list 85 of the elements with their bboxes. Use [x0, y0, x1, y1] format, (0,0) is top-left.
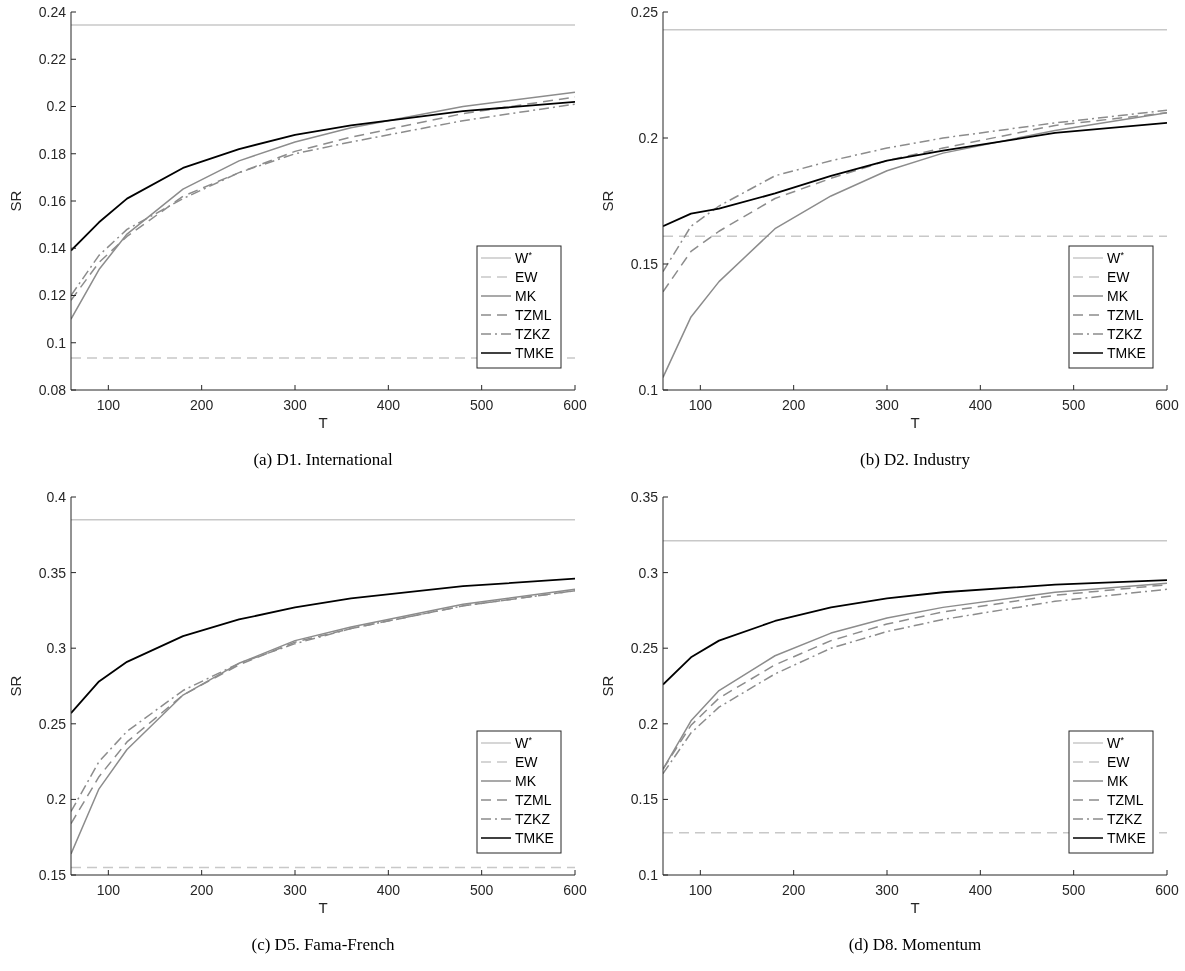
legend-label: TMKE — [515, 344, 554, 361]
y-tick-label: 0.25 — [38, 715, 67, 732]
y-tick-label: 0.15 — [630, 791, 659, 808]
legend-label: TZKZ — [1107, 810, 1143, 827]
legend-label: TZML — [515, 791, 552, 808]
y-tick-label: 0.18 — [38, 145, 67, 162]
legend-label: TZKZ — [1107, 325, 1143, 342]
x-tick-label: 200 — [781, 882, 806, 898]
y-axis-title: SR — [599, 675, 616, 697]
x-tick-label: 500 — [1061, 397, 1086, 413]
text: (d) D8. Momentum — [848, 935, 982, 954]
x-tick-label: 200 — [189, 882, 214, 898]
legend-label: EW — [1107, 753, 1131, 770]
legend-label: W$^{*}$ — [1107, 248, 1125, 266]
y-axis-title: SR — [7, 675, 24, 697]
x-axis-title: T — [910, 414, 920, 431]
y-tick-label: 0.2 — [638, 715, 659, 732]
legend-label: TZKZ — [515, 325, 551, 342]
x-tick-label: 500 — [469, 882, 494, 898]
text: (a) D1. International — [253, 450, 393, 469]
legend-label: TZML — [1107, 791, 1144, 808]
x-tick-label: 100 — [688, 882, 713, 898]
legend-label: TZKZ — [515, 810, 551, 827]
y-tick-label: 0.1 — [638, 866, 659, 883]
legend-label: TMKE — [515, 829, 554, 846]
legend-label: TZML — [1107, 306, 1144, 323]
x-axis-title: T — [910, 899, 920, 916]
x-tick-label: 300 — [283, 397, 307, 413]
x-axis-title: T — [318, 899, 328, 916]
x-tick-label: 100 — [96, 882, 121, 898]
text: (c) D5. Fama-French — [251, 935, 396, 954]
legend-label: EW — [1107, 268, 1131, 285]
legend-label: TMKE — [1107, 829, 1146, 846]
y-tick-label: 0.2 — [638, 129, 659, 146]
y-tick-label: 0.3 — [46, 640, 67, 657]
y-tick-label: 0.25 — [630, 640, 659, 657]
legend-label: MK — [1107, 287, 1129, 304]
x-tick-label: 200 — [189, 397, 214, 413]
legend-label: W$^{*}$ — [515, 733, 533, 751]
legend-label: TMKE — [1107, 344, 1146, 361]
x-tick-label: 300 — [875, 882, 899, 898]
legend-label: MK — [1107, 772, 1129, 789]
y-tick-label: 0.14 — [38, 240, 67, 257]
x-tick-label: 400 — [376, 882, 401, 898]
x-axis-title: T — [318, 414, 328, 431]
y-axis-title: SR — [599, 190, 616, 212]
x-tick-label: 100 — [688, 397, 713, 413]
y-tick-label: 0.16 — [38, 192, 67, 209]
y-tick-label: 0.08 — [38, 381, 67, 398]
legend-label: TZML — [515, 306, 552, 323]
legend-label: W$^{*}$ — [515, 248, 533, 266]
legend-label: EW — [515, 753, 539, 770]
y-axis-title: SR — [7, 190, 24, 212]
y-tick-label: 0.22 — [38, 51, 67, 68]
y-tick-label: 0.24 — [38, 3, 67, 20]
legend-label: W$^{*}$ — [1107, 733, 1125, 751]
x-tick-label: 500 — [1061, 882, 1086, 898]
text: (b) D2. Industry — [859, 450, 971, 469]
y-tick-label: 0.12 — [38, 287, 67, 304]
y-tick-label: 0.15 — [38, 866, 67, 883]
legend-label: MK — [515, 772, 537, 789]
x-tick-label: 600 — [1155, 882, 1179, 898]
y-tick-label: 0.25 — [630, 3, 659, 20]
x-tick-label: 600 — [1155, 397, 1179, 413]
x-tick-label: 400 — [376, 397, 401, 413]
x-tick-label: 300 — [283, 882, 307, 898]
x-tick-label: 600 — [563, 882, 587, 898]
x-tick-label: 500 — [469, 397, 494, 413]
y-tick-label: 0.35 — [38, 564, 67, 581]
x-tick-label: 400 — [968, 882, 993, 898]
x-tick-label: 100 — [96, 397, 121, 413]
y-tick-label: 0.2 — [46, 791, 67, 808]
y-tick-label: 0.1 — [638, 381, 659, 398]
legend-label: MK — [515, 287, 537, 304]
x-tick-label: 200 — [781, 397, 806, 413]
y-tick-label: 0.3 — [638, 564, 659, 581]
y-tick-label: 0.35 — [630, 488, 659, 505]
y-tick-label: 0.2 — [46, 98, 67, 115]
x-tick-label: 600 — [563, 397, 587, 413]
y-tick-label: 0.15 — [630, 255, 659, 272]
x-tick-label: 300 — [875, 397, 899, 413]
legend-label: EW — [515, 268, 539, 285]
y-tick-label: 0.1 — [46, 334, 67, 351]
y-tick-label: 0.4 — [46, 488, 67, 505]
x-tick-label: 400 — [968, 397, 993, 413]
